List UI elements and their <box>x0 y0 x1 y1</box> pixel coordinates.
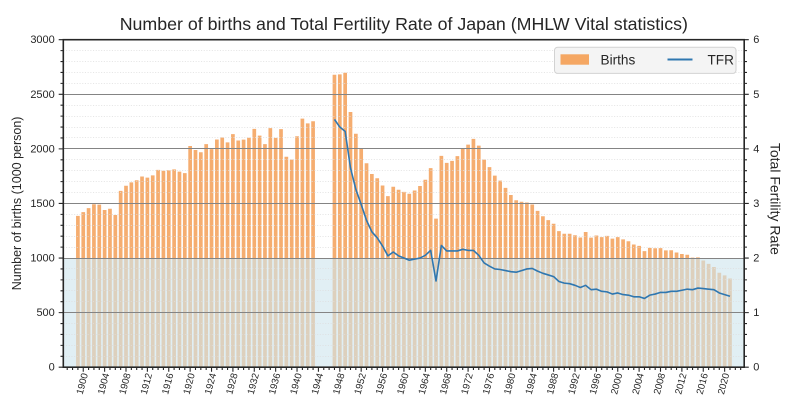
svg-text:TFR: TFR <box>708 52 735 67</box>
svg-text:Births: Births <box>601 52 636 67</box>
svg-text:1932: 1932 <box>246 372 262 396</box>
svg-text:2012: 2012 <box>673 372 689 396</box>
svg-text:5: 5 <box>753 89 759 101</box>
svg-text:1000: 1000 <box>30 253 54 265</box>
svg-text:1: 1 <box>753 307 759 319</box>
svg-text:0: 0 <box>49 362 55 374</box>
svg-text:500: 500 <box>36 307 54 319</box>
svg-text:4: 4 <box>753 143 759 155</box>
svg-text:Total Fertility Rate: Total Fertility Rate <box>768 143 784 255</box>
svg-text:2000: 2000 <box>30 143 54 155</box>
svg-text:Number of births and Total Fer: Number of births and Total Fertility Rat… <box>120 14 688 34</box>
svg-text:1500: 1500 <box>30 198 54 210</box>
svg-text:1988: 1988 <box>545 372 561 396</box>
svg-text:1976: 1976 <box>481 372 497 396</box>
svg-text:0: 0 <box>753 362 759 374</box>
svg-text:1916: 1916 <box>160 372 176 396</box>
svg-text:1948: 1948 <box>331 372 347 396</box>
svg-text:1908: 1908 <box>118 372 134 396</box>
svg-text:2008: 2008 <box>652 372 668 396</box>
svg-text:3: 3 <box>753 198 759 210</box>
svg-text:2: 2 <box>753 253 759 265</box>
svg-text:1968: 1968 <box>438 372 454 396</box>
svg-text:1928: 1928 <box>224 372 240 396</box>
svg-text:2500: 2500 <box>30 89 54 101</box>
svg-text:1956: 1956 <box>374 372 390 396</box>
svg-text:6: 6 <box>753 34 759 46</box>
svg-text:1952: 1952 <box>353 372 369 396</box>
svg-text:1992: 1992 <box>566 372 582 396</box>
svg-text:1972: 1972 <box>460 372 476 396</box>
svg-text:1936: 1936 <box>267 372 283 396</box>
svg-text:2016: 2016 <box>695 372 711 396</box>
svg-text:Number of births (1000 person): Number of births (1000 person) <box>10 117 24 291</box>
svg-text:3000: 3000 <box>30 34 54 46</box>
svg-text:1912: 1912 <box>139 372 155 396</box>
svg-text:1996: 1996 <box>588 372 604 396</box>
